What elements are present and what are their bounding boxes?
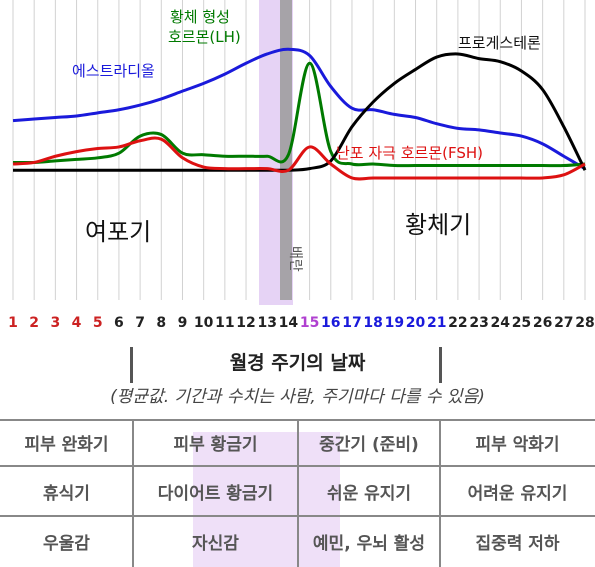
day-label-13: 13 (257, 315, 276, 331)
day-label-8: 8 (156, 315, 166, 331)
phase-cell-r2-c3: 집중력 저하 (475, 534, 560, 554)
hormone-chart: 에스트라디올 황체 형성 호르몬(LH) 프로게스테론 난포 자극 호르몬(FS… (12, 0, 587, 305)
phase-cell-r0-c3: 피부 악화기 (475, 435, 560, 455)
day-label-12: 12 (236, 315, 255, 331)
day-label-1: 1 (8, 315, 18, 331)
day-label-14: 14 (279, 315, 299, 331)
phase-cell-r2-c0: 우울감 (43, 534, 90, 554)
cycle-info-panel: 월경 주기의 날짜 (평균값. 기간과 수치는 사람, 주기마다 다를 수 있음… (0, 342, 595, 567)
day-label-16: 16 (321, 315, 340, 331)
day-label-23: 23 (469, 315, 488, 331)
title-left-divider (130, 347, 133, 383)
day-label-25: 25 (512, 315, 531, 331)
day-label-2: 2 (29, 315, 39, 331)
phase-cell-r1-c0: 휴식기 (43, 483, 90, 504)
day-label-28: 28 (575, 315, 594, 331)
day-label-11: 11 (215, 315, 234, 331)
phase-cell-r0-c2: 중간기 (준비) (319, 435, 419, 455)
grid-vline-0-3 (439, 419, 441, 466)
day-label-21: 21 (427, 315, 446, 331)
grid-vline-0-2 (297, 419, 299, 466)
phase-cell-r1-c1: 다이어트 황금기 (157, 483, 274, 504)
phase-label-luteal: 황체기 (405, 211, 471, 239)
grid-vline-2-1 (132, 516, 134, 567)
phase-cell-r0-c0: 피부 완화기 (24, 435, 109, 455)
phase-cell-r1-c3: 어려운 유지기 (467, 483, 568, 504)
phase-cell-r2-c1: 자신감 (192, 534, 239, 554)
grid-vline-1-2 (297, 466, 299, 516)
grid-vline-0-1 (132, 419, 134, 466)
day-label-22: 22 (448, 315, 467, 331)
series-line-3 (12, 136, 586, 181)
day-label-6: 6 (114, 315, 124, 331)
phase-cell-r0-c1: 피부 황금기 (173, 435, 258, 455)
series-label-progesterone: 프로게스테론 (458, 34, 541, 52)
phase-cell-r2-c2: 예민, 우뇌 활성 (312, 534, 426, 554)
grid-vline-2-2 (297, 516, 299, 567)
day-label-10: 10 (194, 315, 214, 331)
series-label-estradiol: 에스트라디올 (72, 62, 155, 80)
day-label-7: 7 (135, 315, 145, 331)
day-label-26: 26 (533, 315, 552, 331)
series-label-lh-line2: 호르몬(LH) (168, 28, 241, 46)
day-label-18: 18 (363, 315, 382, 331)
day-label-17: 17 (342, 315, 361, 331)
grid-vline-2-3 (439, 516, 441, 567)
phase-cell-r1-c2: 쉬운 유지기 (326, 483, 412, 504)
series-line-2 (13, 52, 587, 172)
day-label-19: 19 (385, 315, 404, 331)
series-line-0 (12, 47, 586, 170)
day-label-15: 15 (300, 315, 319, 331)
day-axis: 1 2 3 4 5 6 7 8 9 10 11 12 13 14 15 16 17 18 19 20 21 22 23 24 2… (8, 315, 595, 331)
day-label-4: 4 (72, 315, 82, 331)
info-subtitle: (평균값. 기간과 수치는 사람, 주기마다 다를 수 있음) (110, 387, 485, 407)
series-label-fsh: 난포 자극 호르몬(FSH) (336, 144, 483, 162)
day-label-3: 3 (50, 315, 60, 331)
grid-vline-1-3 (439, 466, 441, 516)
highlight-column-ovulation (193, 432, 340, 567)
day-label-27: 27 (554, 315, 573, 331)
phase-label-ovulation: 배란 (287, 246, 303, 272)
grid-vline-1-1 (132, 466, 134, 516)
day-label-24: 24 (491, 315, 511, 331)
info-title: 월경 주기의 날짜 (229, 352, 366, 374)
phase-label-follicular: 여포기 (85, 218, 151, 246)
series-label-lh-line1: 황체 형성 (170, 8, 230, 26)
ovulation-line (280, 0, 292, 300)
series-line-1 (12, 61, 586, 168)
day-label-9: 9 (178, 315, 188, 331)
day-label-5: 5 (93, 315, 103, 331)
title-right-divider (439, 347, 442, 383)
day-label-20: 20 (406, 315, 426, 331)
